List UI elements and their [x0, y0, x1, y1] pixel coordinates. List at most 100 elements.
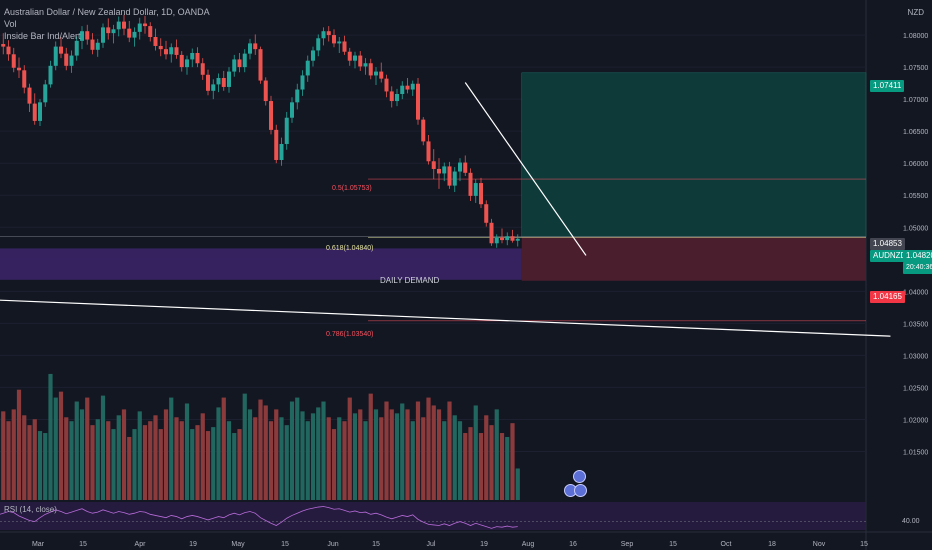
- candle-body: [11, 54, 16, 68]
- candle-body: [463, 162, 468, 173]
- volume-bar: [58, 391, 64, 500]
- x-tick-label: 15: [372, 541, 380, 548]
- volume-bar: [384, 401, 389, 500]
- volume-bar: [174, 417, 179, 500]
- volume-bar: [379, 417, 384, 500]
- candle-body: [164, 49, 168, 55]
- volume-bar: [515, 468, 520, 500]
- candle-body: [242, 53, 247, 68]
- fib-0618-label: 0.618(1.04840): [326, 245, 374, 252]
- volume-bar: [316, 407, 321, 500]
- volume-bar: [363, 421, 368, 500]
- volume-bar: [389, 409, 394, 500]
- candle-body: [353, 55, 357, 61]
- volume-bar: [242, 393, 247, 500]
- candle-body: [248, 43, 252, 54]
- volume-bar: [452, 415, 457, 500]
- candle-body: [326, 31, 331, 36]
- volume-bar: [90, 425, 95, 500]
- volume-bar: [232, 433, 237, 500]
- symbol-title[interactable]: Australian Dollar / New Zealand Dollar, …: [4, 7, 210, 17]
- candle-body: [279, 143, 284, 160]
- volume-bar: [158, 429, 163, 500]
- candle-body: [305, 60, 310, 76]
- rsi-label[interactable]: RSI (14, close): [4, 505, 57, 514]
- inside-bar-indicator-label[interactable]: Inside Bar Ind/Alert: [4, 31, 81, 41]
- x-tick-label: Jun: [327, 541, 338, 548]
- volume-bar: [1, 411, 6, 500]
- currency-label[interactable]: NZD: [907, 8, 924, 17]
- candle-body: [515, 238, 520, 241]
- candle-body: [148, 26, 153, 37]
- volume-bar: [95, 419, 100, 500]
- volume-bar: [410, 421, 415, 500]
- volume-bar: [247, 409, 253, 500]
- volume-bar: [190, 429, 195, 500]
- y-tick-label: 1.08000: [903, 33, 928, 40]
- y-tick-label: 1.07500: [903, 65, 928, 72]
- volume-bar: [163, 409, 169, 500]
- candle-body: [174, 47, 179, 55]
- candle-body: [284, 117, 289, 144]
- event-marker-icon[interactable]: [574, 484, 587, 497]
- volume-bar: [368, 393, 373, 500]
- candle-body: [111, 29, 116, 34]
- candle-body: [332, 35, 336, 44]
- volume-bar: [111, 429, 116, 500]
- volume-bar: [153, 415, 158, 500]
- y-tick-label: 1.05000: [903, 225, 928, 232]
- candle-body: [295, 89, 300, 103]
- volume-bar: [132, 429, 137, 500]
- volume-bar: [179, 421, 184, 500]
- volume-bar: [106, 421, 111, 500]
- volume-bar: [310, 413, 316, 500]
- volume-bar: [499, 433, 505, 500]
- volume-bar: [473, 405, 478, 500]
- event-marker-icon[interactable]: [573, 470, 586, 483]
- volume-bar: [337, 417, 342, 500]
- rsi-level-label: 40.00: [902, 518, 920, 525]
- volume-bar: [116, 415, 121, 500]
- candle-body: [101, 27, 105, 43]
- volume-bar: [64, 417, 69, 500]
- trendline: [0, 299, 891, 337]
- candle-body: [300, 75, 305, 90]
- volume-bar: [457, 421, 463, 500]
- rsi-background: [0, 502, 866, 530]
- candle-body: [479, 183, 483, 205]
- y-tick-label: 1.06500: [903, 129, 928, 136]
- countdown-badge: 20:40:36: [903, 262, 932, 274]
- x-tick-label: 15: [860, 541, 868, 548]
- volume-bar: [352, 413, 358, 500]
- chart-legend: Australian Dollar / New Zealand Dollar, …: [4, 6, 210, 42]
- volume-bar: [32, 419, 37, 500]
- candle-body: [258, 49, 263, 81]
- candle-body: [484, 204, 489, 223]
- candle-body: [211, 84, 216, 91]
- candle-body: [1, 44, 6, 47]
- candle-body: [169, 47, 174, 55]
- candle-body: [442, 166, 447, 174]
- y-tick-label: 1.02000: [903, 417, 928, 424]
- volume-bar: [263, 405, 268, 500]
- volume-bar: [289, 401, 295, 500]
- daily-demand-zone: [0, 248, 522, 280]
- x-tick-label: Mar: [32, 541, 45, 548]
- candle-body: [468, 172, 473, 196]
- candle-body: [379, 71, 384, 79]
- volume-bar: [169, 397, 174, 500]
- candle-body: [342, 41, 347, 52]
- candle-body: [74, 40, 79, 56]
- candle-body: [316, 38, 321, 51]
- candle-body: [416, 83, 420, 120]
- x-tick-label: Sep: [621, 541, 634, 548]
- candle-body: [17, 67, 21, 71]
- volume-bar: [142, 425, 148, 500]
- volume-bar: [510, 423, 515, 500]
- volume-indicator-label[interactable]: Vol: [4, 19, 17, 29]
- fib-05-label: 0.5(1.05753): [332, 185, 372, 192]
- candle-body: [489, 222, 494, 244]
- y-tick-label: 1.02500: [903, 385, 928, 392]
- volume-bar: [321, 401, 326, 500]
